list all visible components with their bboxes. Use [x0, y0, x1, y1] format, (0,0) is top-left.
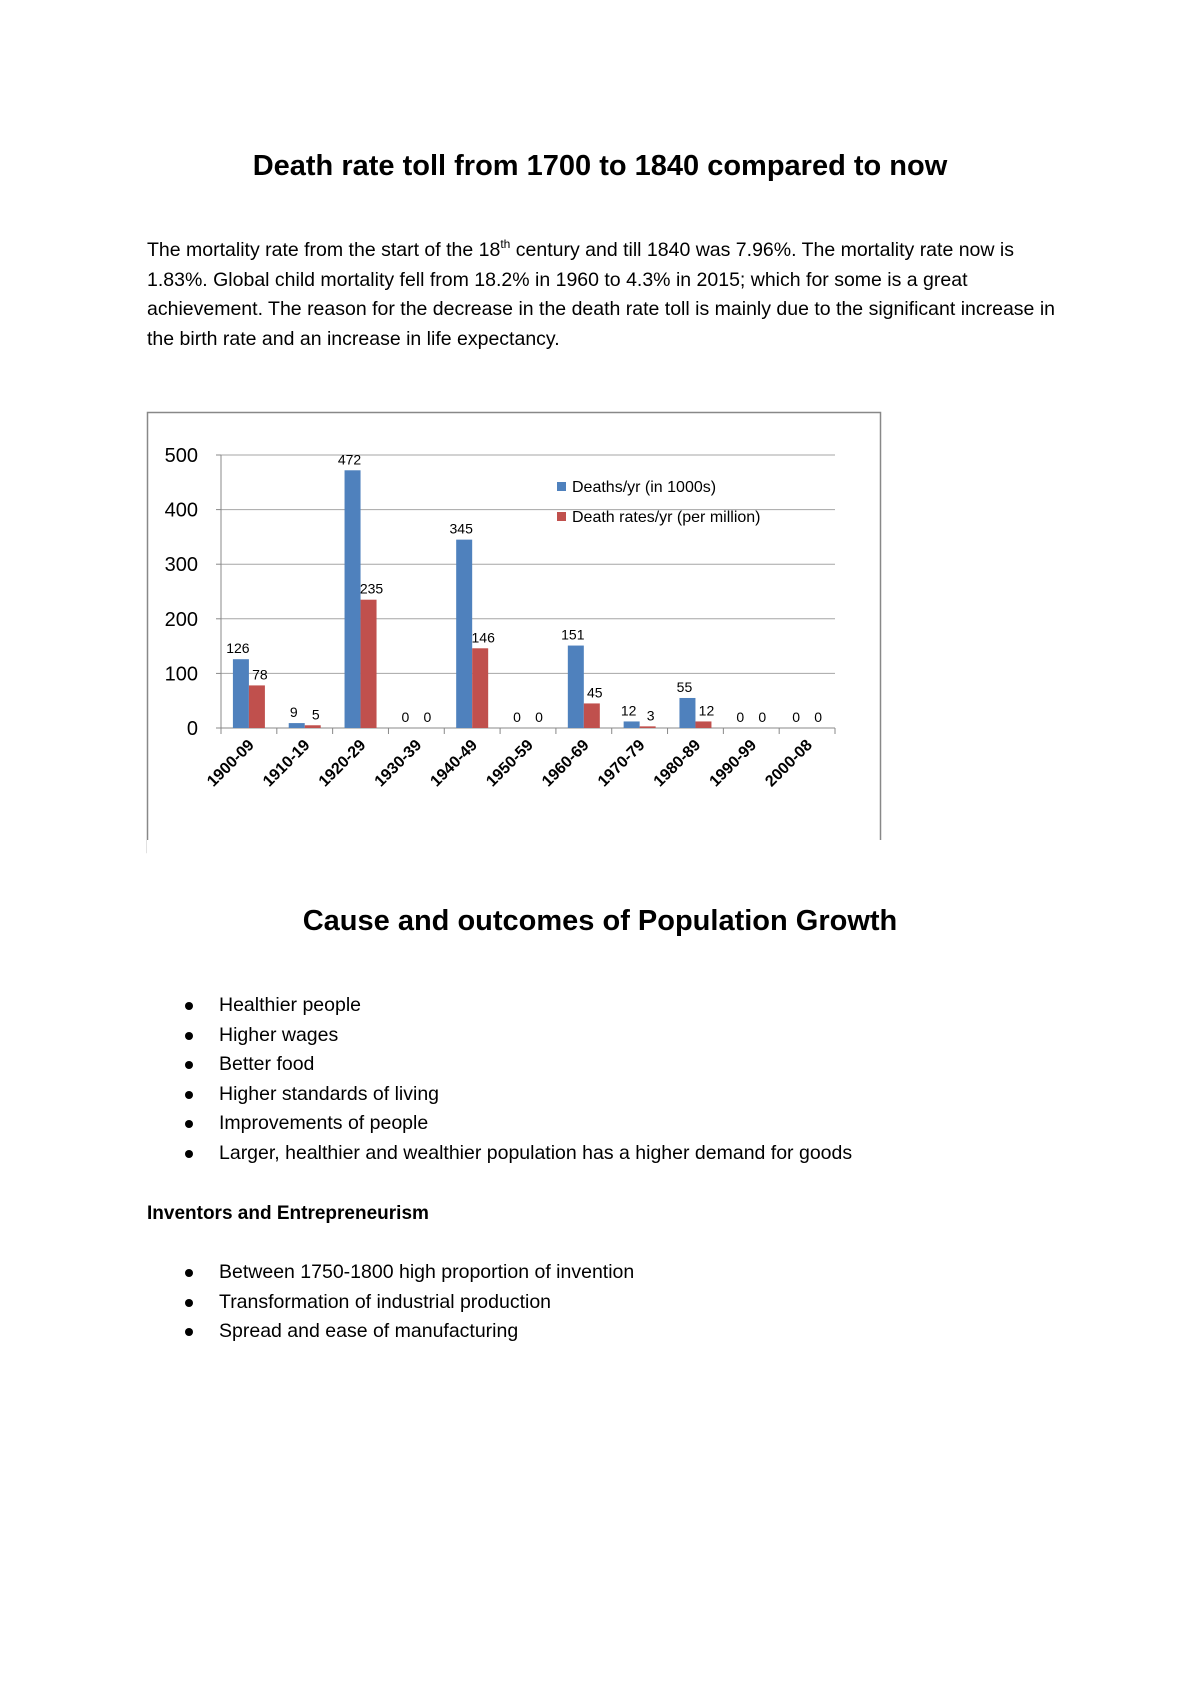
y-tick-label: 0	[187, 718, 198, 740]
data-label: 9	[290, 704, 298, 720]
cause-item: Improvements of people	[185, 1109, 852, 1139]
frame-cut	[147, 840, 883, 854]
data-label: 0	[814, 709, 822, 725]
y-tick-label: 500	[165, 445, 198, 467]
data-label: 146	[472, 629, 496, 645]
cause-item: Higher standards of living	[185, 1080, 852, 1110]
legend-label: Deaths/yr (in 1000s)	[572, 479, 716, 496]
data-label: 0	[535, 709, 543, 725]
text: century and till 1840 was 7.96%. The mor…	[147, 239, 1055, 350]
legend-swatch	[557, 482, 566, 491]
cause-item: Healthier people	[185, 991, 852, 1021]
bar	[304, 725, 321, 728]
data-label: 45	[587, 684, 603, 700]
bar	[583, 703, 600, 728]
bar	[360, 599, 377, 728]
text: The mortality rate from the start of the…	[147, 239, 501, 261]
bar	[344, 470, 361, 728]
data-label: 5	[312, 706, 320, 722]
data-label: 345	[450, 521, 474, 537]
data-label: 55	[677, 679, 693, 695]
data-label: 78	[252, 666, 268, 682]
paragraph: The mortality rate from the start of the…	[147, 236, 1067, 354]
bar	[639, 726, 656, 728]
data-label: 0	[792, 709, 800, 725]
chart-frame	[146, 411, 882, 854]
data-label: 3	[647, 707, 655, 723]
bar	[472, 648, 489, 728]
data-label: 235	[360, 581, 384, 597]
data-label: 0	[401, 709, 409, 725]
data-label: 0	[758, 709, 766, 725]
subheading: Inventors and Entrepreneurism	[147, 1203, 429, 1224]
bar	[232, 659, 249, 728]
bar	[456, 539, 473, 728]
cause-item: Higher wages	[185, 1021, 852, 1051]
y-tick-label: 400	[165, 500, 198, 522]
bar	[288, 723, 305, 728]
legend-swatch	[557, 512, 566, 521]
invention-item: Between 1750-1800 high proportion of inv…	[185, 1258, 634, 1288]
data-label: 12	[699, 702, 715, 718]
legend-label: Death rates/yr (per million)	[572, 509, 761, 526]
data-label: 126	[226, 640, 250, 656]
bar	[567, 645, 584, 728]
cause-item: Larger, healthier and wealthier populati…	[185, 1139, 852, 1169]
y-tick-label: 200	[165, 609, 198, 631]
invention-item: Transformation of industrial production	[185, 1288, 634, 1318]
cause-item: Better food	[185, 1050, 852, 1080]
superscript: th	[500, 237, 511, 251]
inventions-list: Between 1750-1800 high proportion of inv…	[185, 1258, 634, 1347]
bar	[679, 697, 696, 728]
page-title: Death rate toll from 1700 to 1840 compar…	[252, 150, 948, 182]
invention-item: Spread and ease of manufacturing	[185, 1317, 634, 1347]
causes-list: Healthier people Higher wages Better food H…	[185, 991, 852, 1169]
y-tick-label: 100	[165, 663, 198, 685]
data-label: 472	[338, 451, 362, 467]
data-label: 0	[513, 709, 521, 725]
data-label: 12	[621, 702, 637, 718]
bar	[695, 721, 712, 728]
data-label: 151	[561, 627, 585, 643]
section-title: Cause and outcomes of Population Growth	[302, 905, 898, 937]
y-tick-label: 300	[165, 554, 198, 576]
bar	[623, 721, 640, 728]
bar	[248, 685, 265, 728]
data-label: 0	[423, 709, 431, 725]
data-label: 0	[736, 709, 744, 725]
